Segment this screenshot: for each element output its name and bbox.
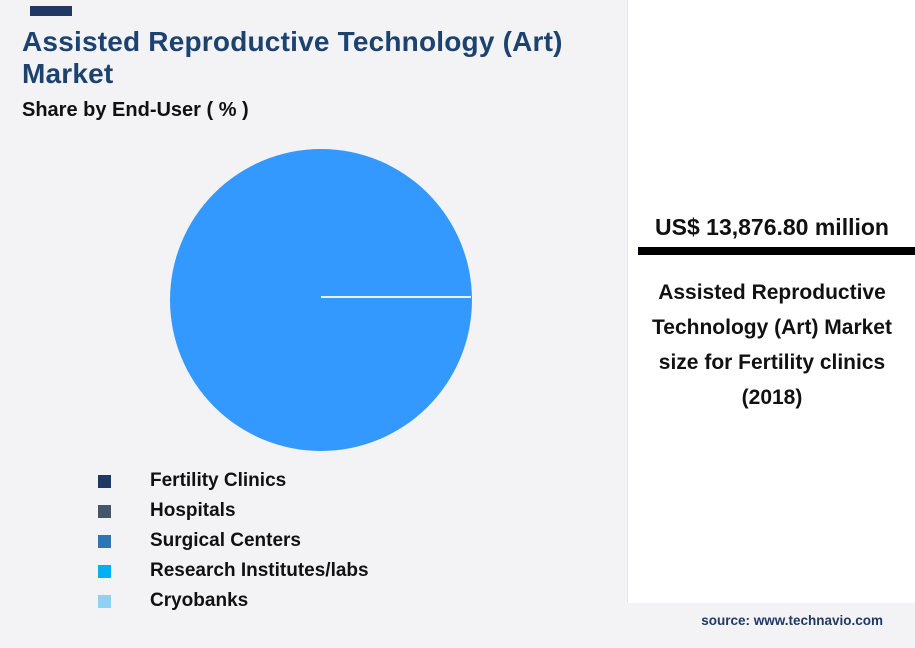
chart-legend: Fertility Clinics Hospitals Surgical Cen…: [98, 466, 518, 616]
legend-swatch-icon: [98, 504, 111, 518]
legend-label: Cryobanks: [150, 590, 249, 611]
stat-panel: US$ 13,876.80 million Assisted Reproduct…: [627, 0, 915, 603]
legend-label: Research Institutes/labs: [150, 560, 369, 581]
legend-item: Hospitals: [98, 496, 518, 526]
pie-slice-fertility-clinics: [170, 149, 472, 451]
legend-label: Hospitals: [150, 500, 236, 521]
legend-swatch-icon: [98, 474, 111, 488]
chart-subtitle: Share by End-User ( % ): [22, 99, 249, 121]
legend-item: Cryobanks: [98, 586, 518, 616]
legend-label: Fertility Clinics: [150, 470, 287, 491]
source-note: source: www.technavio.com: [701, 613, 883, 628]
page-title: Assisted Reproductive Technology (Art) M…: [22, 26, 563, 89]
pie-chart: [170, 149, 472, 451]
pie-slice-boundary: [321, 296, 471, 298]
stat-description: Assisted Reproductive Technology (Art) M…: [652, 281, 892, 409]
legend-swatch-icon: [98, 564, 111, 578]
stat-value: US$ 13,876.80 million: [655, 214, 889, 240]
legend-item: Surgical Centers: [98, 526, 518, 556]
legend-label: Surgical Centers: [150, 530, 301, 551]
legend-swatch-icon: [98, 594, 111, 608]
legend-item: Fertility Clinics: [98, 466, 518, 496]
accent-bar: [30, 6, 72, 16]
stat-divider: [638, 247, 915, 255]
legend-item: Research Institutes/labs: [98, 556, 518, 586]
legend-swatch-icon: [98, 534, 111, 548]
